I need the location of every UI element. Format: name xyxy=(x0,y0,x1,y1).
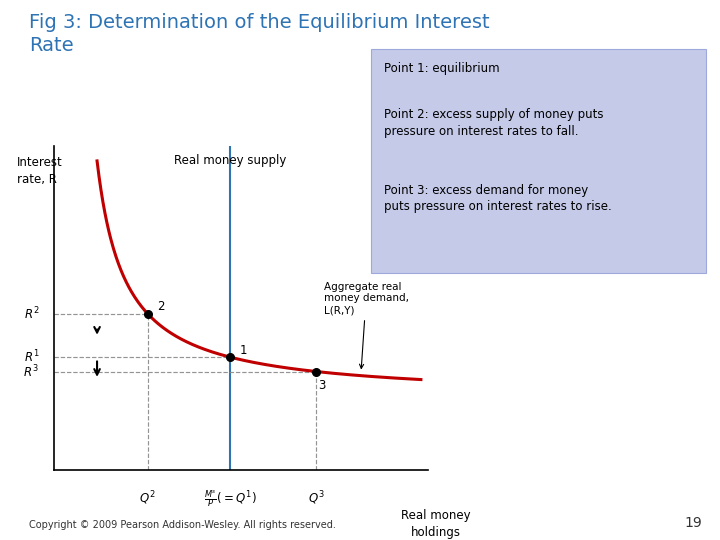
Text: $Q^3$: $Q^3$ xyxy=(307,489,325,507)
Text: Copyright © 2009 Pearson Addison-Wesley. All rights reserved.: Copyright © 2009 Pearson Addison-Wesley.… xyxy=(29,520,336,530)
Text: 2: 2 xyxy=(157,300,164,313)
Text: Real money
holdings: Real money holdings xyxy=(401,509,471,539)
Text: 1: 1 xyxy=(239,344,247,357)
Text: Fig 3: Determination of the Equilibrium Interest
Rate: Fig 3: Determination of the Equilibrium … xyxy=(29,14,490,55)
Text: Real money supply: Real money supply xyxy=(174,154,286,167)
Text: 19: 19 xyxy=(684,516,702,530)
Text: $R^1$: $R^1$ xyxy=(24,349,39,366)
Text: Point 3: excess demand for money
puts pressure on interest rates to rise.: Point 3: excess demand for money puts pr… xyxy=(384,184,611,213)
Text: 3: 3 xyxy=(318,379,325,393)
Text: Point 1: equilibrium: Point 1: equilibrium xyxy=(384,62,500,75)
Text: $R^3$: $R^3$ xyxy=(24,363,39,380)
Text: Point 2: excess supply of money puts
pressure on interest rates to fall.: Point 2: excess supply of money puts pre… xyxy=(384,108,603,138)
Text: $Q^2$: $Q^2$ xyxy=(140,489,156,507)
Text: $R^2$: $R^2$ xyxy=(24,305,39,322)
Text: Interest
rate, R: Interest rate, R xyxy=(17,156,63,186)
Text: $\frac{M^s}{P}(= Q^1)$: $\frac{M^s}{P}(= Q^1)$ xyxy=(204,489,256,510)
Text: Aggregate real
money demand,
L(R,Y): Aggregate real money demand, L(R,Y) xyxy=(323,282,408,368)
